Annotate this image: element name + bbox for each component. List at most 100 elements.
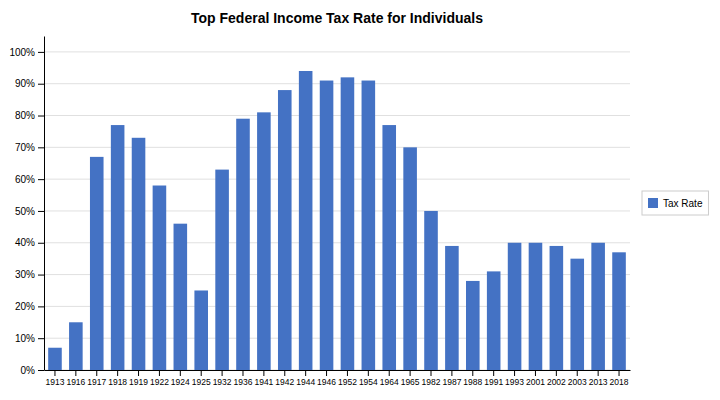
legend-item: Tax Rate: [648, 198, 703, 209]
bar: [487, 271, 501, 370]
bar: [382, 125, 396, 370]
bar: [111, 125, 125, 370]
x-tick-label: 1987: [442, 377, 461, 387]
bar: [591, 243, 605, 370]
x-tick-label: 1944: [296, 377, 315, 387]
y-axis-line: [44, 37, 45, 371]
x-tick: 1936: [234, 370, 253, 387]
legend-frame: [642, 191, 708, 215]
bar: [132, 138, 146, 370]
x-tick-mark: [138, 370, 139, 376]
y-tick: 0%: [21, 365, 44, 376]
x-tick-mark: [577, 370, 578, 376]
bar: [403, 147, 417, 370]
x-tick-label: 1982: [422, 377, 441, 387]
x-tick-mark: [472, 370, 473, 376]
x-tick-mark: [159, 370, 160, 376]
y-tick-label: 30%: [15, 269, 35, 280]
title: Top Federal Income Tax Rate for Individu…: [191, 10, 483, 26]
x-tick: 1922: [150, 370, 169, 387]
bar: [174, 224, 188, 370]
y-tick-label: 0%: [21, 365, 36, 376]
x-tick-mark: [75, 370, 76, 376]
grid-line: [44, 115, 630, 116]
x-tick-mark: [598, 370, 599, 376]
y-tick-mark: [38, 243, 44, 244]
x-tick: 1942: [275, 370, 294, 387]
x-tick-mark: [368, 370, 369, 376]
grid-line: [44, 83, 630, 84]
x-tick-label: 1924: [171, 377, 190, 387]
x-tick-label: 2013: [589, 377, 608, 387]
x-tick-label: 1964: [380, 377, 399, 387]
y-tick-label: 20%: [15, 301, 35, 312]
y-tick-mark: [38, 338, 44, 339]
x-tick-mark: [431, 370, 432, 376]
x-tick-label: 1993: [505, 377, 524, 387]
grid-line: [44, 51, 630, 52]
x-tick-label: 1988: [463, 377, 482, 387]
y-tick-mark: [38, 370, 44, 371]
x-tick: 1916: [66, 370, 85, 387]
x-tick-label: 1922: [150, 377, 169, 387]
x-tick-mark: [389, 370, 390, 376]
bar: [69, 322, 83, 370]
x-tick-label: 2001: [526, 377, 545, 387]
x-tick-mark: [96, 370, 97, 376]
x-tick: 1964: [380, 370, 399, 387]
x-tick-mark: [514, 370, 515, 376]
y-tick-mark: [38, 275, 44, 276]
x-tick: 1952: [338, 370, 357, 387]
x-tick: 2002: [547, 370, 566, 387]
chart: 0%10%20%30%40%50%60%70%80%90%100%1913191…: [0, 0, 720, 400]
y-tick: 80%: [15, 110, 44, 121]
bar: [508, 243, 522, 370]
legend-label: Tax Rate: [663, 198, 703, 209]
x-tick: 1918: [108, 370, 127, 387]
x-axis-line: [45, 370, 631, 371]
bar: [612, 252, 626, 370]
x-tick-mark: [117, 370, 118, 376]
x-tick: 1982: [422, 370, 441, 387]
bar: [529, 243, 543, 370]
x-tick-mark: [493, 370, 494, 376]
x-tick: 1932: [213, 370, 232, 387]
y-tick-label: 100%: [9, 47, 35, 58]
x-tick-label: 2002: [547, 377, 566, 387]
x-tick: 1993: [505, 370, 524, 387]
x-tick-label: 1916: [66, 377, 85, 387]
x-tick-mark: [201, 370, 202, 376]
x-tick-mark: [263, 370, 264, 376]
x-tick-label: 1954: [359, 377, 378, 387]
bar: [153, 186, 167, 370]
bar: [278, 90, 292, 370]
grid: [44, 52, 630, 370]
bar: [215, 170, 229, 370]
y-tick: 90%: [15, 78, 44, 89]
x-tick-mark: [535, 370, 536, 376]
bars: [48, 71, 626, 370]
y-tick-label: 90%: [15, 78, 35, 89]
x-tick: 1944: [296, 370, 315, 387]
y-tick: 70%: [15, 142, 44, 153]
bar: [236, 119, 250, 370]
x-tick: 2003: [568, 370, 587, 387]
x-tick-label: 1952: [338, 377, 357, 387]
y-tick-label: 40%: [15, 237, 35, 248]
x-tick-label: 1991: [484, 377, 503, 387]
x-tick-mark: [305, 370, 306, 376]
x-tick-label: 1919: [129, 377, 148, 387]
x-tick-mark: [242, 370, 243, 376]
bar: [299, 71, 313, 370]
y-tick-mark: [38, 306, 44, 307]
x-tick: 1913: [46, 370, 65, 387]
y-tick-label: 80%: [15, 110, 35, 121]
x-tick-label: 2018: [610, 377, 629, 387]
legend-swatch: [648, 198, 658, 208]
x-tick: 2018: [610, 370, 629, 387]
x-tick-label: 1918: [108, 377, 127, 387]
x-tick-mark: [54, 370, 55, 376]
x-tick-label: 1913: [46, 377, 65, 387]
y-tick-label: 10%: [15, 333, 35, 344]
x-tick-mark: [410, 370, 411, 376]
